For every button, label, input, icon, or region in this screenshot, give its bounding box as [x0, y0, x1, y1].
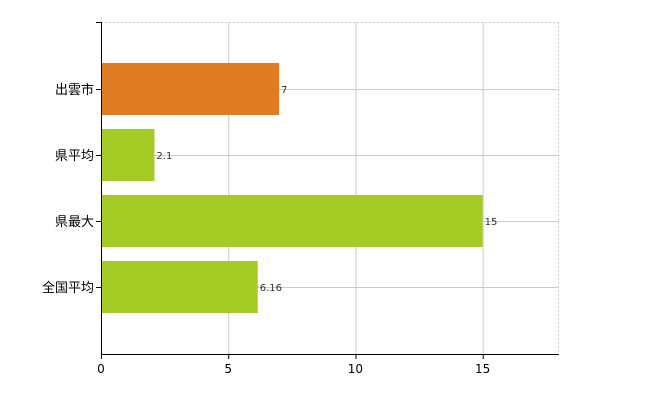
- category-label: 県最大: [55, 215, 94, 230]
- bar-1: [101, 63, 280, 115]
- category-label: 県平均: [55, 149, 94, 164]
- data-label: 7: [281, 85, 287, 96]
- x-tick-label: 5: [224, 362, 232, 376]
- data-label: 2.1: [156, 151, 172, 162]
- bar-3: [101, 195, 483, 247]
- x-tick-label: 15: [475, 362, 490, 376]
- x-tick-label: 10: [348, 362, 363, 376]
- category-label: 出雲市: [55, 82, 94, 98]
- labels: 出雲市 7 県平均 2.1 県最大 15 全国平均 6.16 0 5 10 15: [42, 22, 498, 376]
- bar-2: [101, 129, 155, 181]
- x-tick-label: 0: [97, 362, 105, 376]
- bar-4: [101, 261, 258, 313]
- data-label: 15: [485, 217, 498, 228]
- category-label: 全国平均: [42, 280, 94, 296]
- data-label: 6.16: [260, 283, 282, 294]
- bars: [101, 63, 483, 313]
